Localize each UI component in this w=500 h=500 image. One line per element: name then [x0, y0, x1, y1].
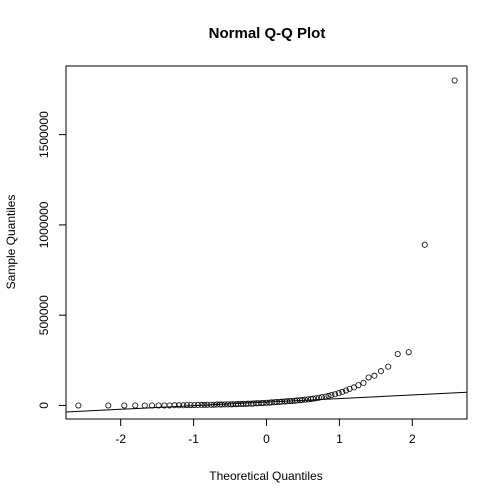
- data-point: [332, 391, 339, 398]
- data-point: [141, 402, 148, 409]
- data-point: [208, 401, 215, 408]
- data-point: [394, 350, 401, 357]
- x-tick-label: -2: [115, 432, 126, 446]
- data-point: [302, 396, 309, 403]
- data-point: [377, 368, 384, 375]
- x-tick-label: 1: [336, 432, 343, 446]
- data-point: [322, 393, 329, 400]
- data-point: [385, 363, 392, 370]
- data-point: [211, 401, 218, 408]
- y-tick-label: 500000: [37, 295, 51, 335]
- data-points: [75, 77, 458, 409]
- data-point: [313, 395, 320, 402]
- data-point: [355, 382, 362, 389]
- y-tick-label: 0: [37, 402, 51, 409]
- data-point: [260, 399, 267, 406]
- y-tick-label: 1500000: [37, 111, 51, 158]
- data-point: [184, 402, 191, 409]
- data-point: [315, 394, 322, 401]
- data-point: [121, 402, 128, 409]
- data-point: [310, 395, 317, 402]
- x-axis: -2 -1 0 1 2: [115, 419, 416, 446]
- y-axis: 0 500000 1000000 1500000: [37, 111, 66, 409]
- data-point: [342, 387, 349, 394]
- data-point: [171, 402, 178, 409]
- data-point: [346, 385, 353, 392]
- x-tick-label: 0: [263, 432, 270, 446]
- data-point: [335, 390, 342, 397]
- data-point: [204, 401, 211, 408]
- data-point: [365, 374, 372, 381]
- x-tick-label: 2: [409, 432, 416, 446]
- y-axis-label: Sample Quantiles: [4, 195, 18, 290]
- data-point: [149, 402, 156, 409]
- data-point: [339, 388, 346, 395]
- data-point: [325, 392, 332, 399]
- chart-title: Normal Q-Q Plot: [209, 25, 326, 42]
- data-point: [132, 402, 139, 409]
- data-point: [201, 401, 208, 408]
- data-point: [198, 401, 205, 408]
- data-point: [180, 402, 187, 409]
- data-point: [176, 402, 183, 409]
- data-point: [221, 401, 228, 408]
- data-point: [318, 394, 325, 401]
- y-tick-label: 1000000: [37, 201, 51, 248]
- data-point: [299, 397, 306, 404]
- plot-frame: [65, 65, 468, 420]
- data-point: [405, 349, 412, 356]
- data-point: [191, 402, 198, 409]
- data-point: [105, 402, 112, 409]
- data-point: [421, 241, 428, 248]
- x-axis-label: Theoretical Quantiles: [209, 469, 322, 483]
- data-point: [451, 77, 458, 84]
- data-point: [155, 402, 162, 409]
- x-tick-label: -1: [188, 432, 199, 446]
- data-point: [194, 401, 201, 408]
- data-point: [371, 372, 378, 379]
- data-point: [187, 402, 194, 409]
- data-point: [360, 379, 367, 386]
- data-point: [75, 402, 82, 409]
- data-point: [328, 392, 335, 399]
- data-point: [219, 401, 226, 408]
